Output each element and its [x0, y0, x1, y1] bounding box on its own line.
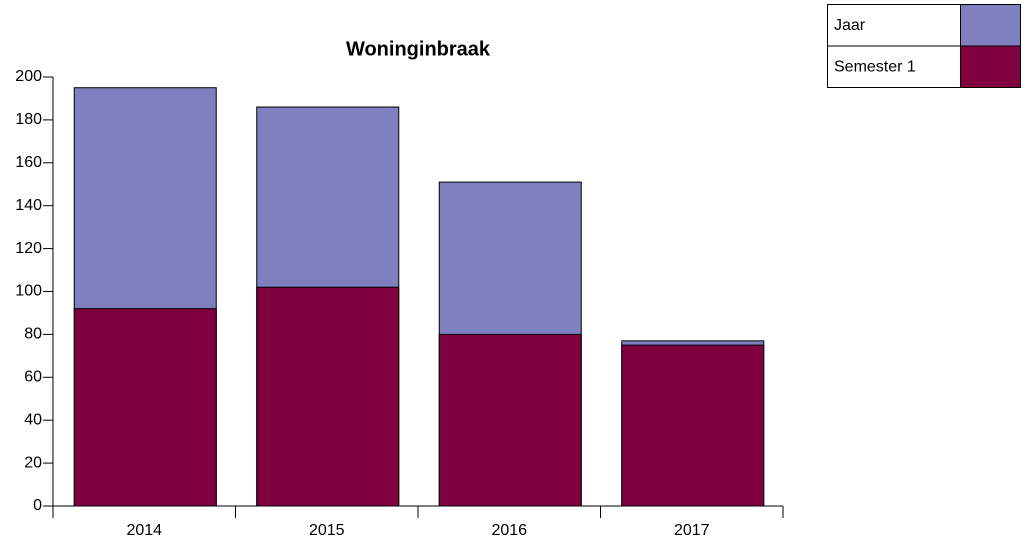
bar	[621, 344, 765, 507]
legend-label: Jaar	[834, 17, 866, 34]
y-tick-label: 120	[15, 240, 42, 257]
y-tick-label: 180	[15, 111, 42, 128]
chart-title: Woninginbraak	[346, 38, 491, 60]
x-tick-label: 2015	[309, 522, 345, 539]
bar	[73, 308, 217, 507]
y-tick-label: 80	[24, 326, 42, 343]
y-tick-label: 100	[15, 283, 42, 300]
y-tick-label: 200	[15, 68, 42, 85]
y-tick-label: 0	[33, 497, 42, 514]
bar	[256, 286, 400, 507]
legend-label: Semester 1	[834, 59, 916, 76]
x-tick-label: 2017	[674, 522, 710, 539]
y-tick-label: 60	[24, 369, 42, 386]
x-tick-label: 2016	[491, 522, 527, 539]
y-tick-label: 40	[24, 411, 42, 428]
legend-box	[827, 45, 961, 88]
legend-swatch	[960, 45, 1021, 88]
y-tick-label: 160	[15, 154, 42, 171]
y-tick-label: 20	[24, 454, 42, 471]
bar	[438, 333, 582, 507]
x-tick-label: 2014	[126, 522, 162, 539]
legend-swatch	[960, 4, 1021, 47]
y-tick-label: 140	[15, 197, 42, 214]
